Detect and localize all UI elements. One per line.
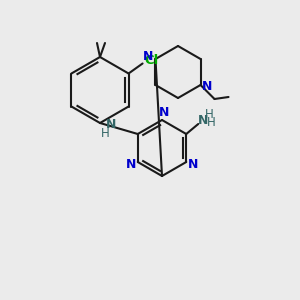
Text: H: H [100, 127, 109, 140]
Text: Cl: Cl [145, 54, 159, 67]
Text: N: N [202, 80, 213, 94]
Text: N: N [198, 113, 208, 127]
Text: H: H [207, 116, 216, 130]
Text: N: N [126, 158, 136, 170]
Text: H: H [205, 107, 214, 121]
Text: N: N [106, 118, 116, 131]
Text: N: N [188, 158, 198, 170]
Text: N: N [159, 106, 169, 119]
Text: N: N [143, 50, 154, 64]
